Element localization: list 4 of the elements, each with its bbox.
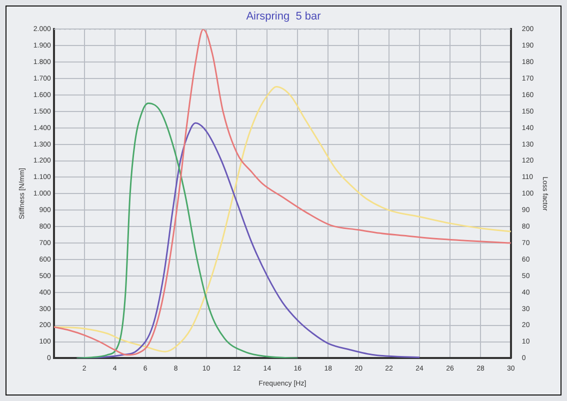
line-series (76, 102, 298, 358)
line-series (54, 29, 511, 356)
line-series (54, 86, 511, 352)
chart-title: Airspring 5 bar (246, 10, 322, 23)
